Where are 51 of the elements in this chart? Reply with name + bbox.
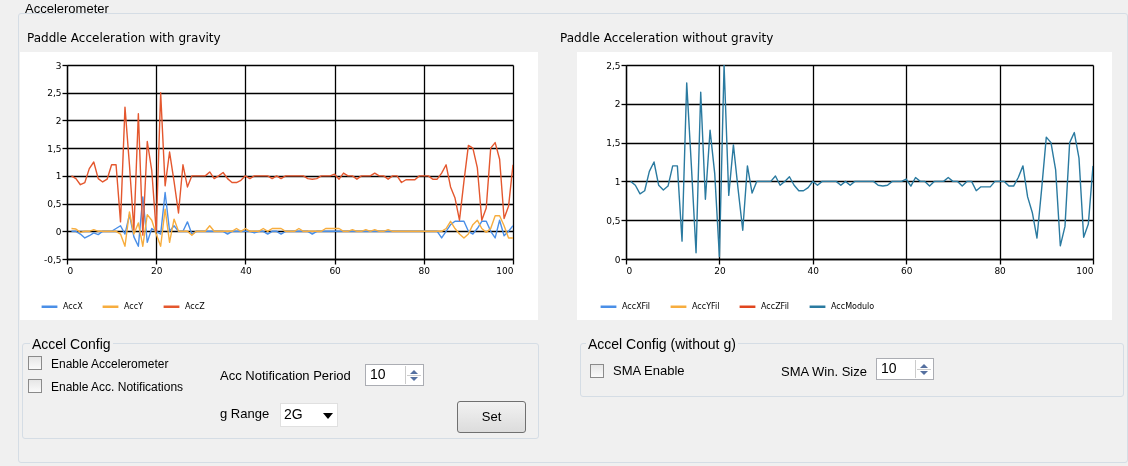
y-tick-label: 1 [614, 176, 621, 187]
x-tick-label: 40 [807, 265, 820, 276]
text: Enable Accelerometer [51, 356, 169, 372]
x-tick-label: 80 [418, 265, 431, 276]
dropdown-field: 2G [280, 403, 338, 427]
y-tick-label: 0 [55, 226, 62, 237]
y-tick-label: -0,5 [43, 254, 62, 265]
legend-label: AccX [63, 301, 84, 311]
number-field: 10 [365, 364, 424, 386]
legend-label: AccModulo [831, 301, 875, 311]
legend-label: AccZ [185, 301, 206, 311]
line-series [70, 92, 513, 236]
text: SMA Win. Size [781, 364, 867, 380]
y-tick-label: 1 [55, 171, 62, 182]
y-tick-label: 2 [55, 115, 62, 126]
x-tick-label: 0 [626, 265, 633, 276]
legend-label: AccXFil [622, 301, 651, 311]
x-tick-label: 40 [240, 265, 252, 276]
number-field: 10 [876, 358, 934, 380]
text: Accel Config [30, 336, 113, 352]
y-tick-label: 0 [614, 254, 621, 265]
text: Accelerometer [25, 1, 109, 17]
x-tick-label: 20 [714, 265, 726, 276]
y-tick-label: 3 [55, 60, 62, 71]
line-series [70, 208, 513, 247]
y-tick-label: 2,5 [47, 88, 62, 99]
y-tick-label: 0,5 [606, 215, 621, 226]
x-tick-label: 100 [496, 265, 514, 276]
x-tick-label: 20 [150, 265, 163, 276]
y-tick-label: 2 [614, 99, 621, 110]
text: SMA Enable [613, 363, 685, 379]
chart-title: Paddle Acceleration without gravity [560, 31, 774, 45]
x-tick-label: 100 [1076, 265, 1094, 276]
chart-title: Paddle Acceleration with gravity [27, 31, 221, 45]
y-tick-label: 0,5 [47, 199, 62, 210]
y-tick-label: 1,5 [47, 143, 62, 154]
button: Set [457, 401, 526, 433]
x-tick-label: 60 [900, 265, 913, 276]
text: Enable Acc. Notifications [51, 379, 184, 395]
line-series [629, 65, 1093, 258]
x-tick-label: 80 [994, 265, 1007, 276]
text: g Range [220, 406, 270, 422]
y-tick-label: 1,5 [606, 138, 621, 149]
legend-label: AccYFil [692, 301, 720, 311]
y-tick-label: 2,5 [606, 60, 621, 71]
x-tick-label: 0 [67, 265, 74, 276]
x-tick-label: 60 [329, 265, 342, 276]
legend-label: AccZFil [761, 301, 790, 311]
text: Accel Config (without g) [586, 336, 738, 352]
text: Acc Notification Period [220, 368, 351, 384]
legend-label: AccY [124, 301, 144, 311]
